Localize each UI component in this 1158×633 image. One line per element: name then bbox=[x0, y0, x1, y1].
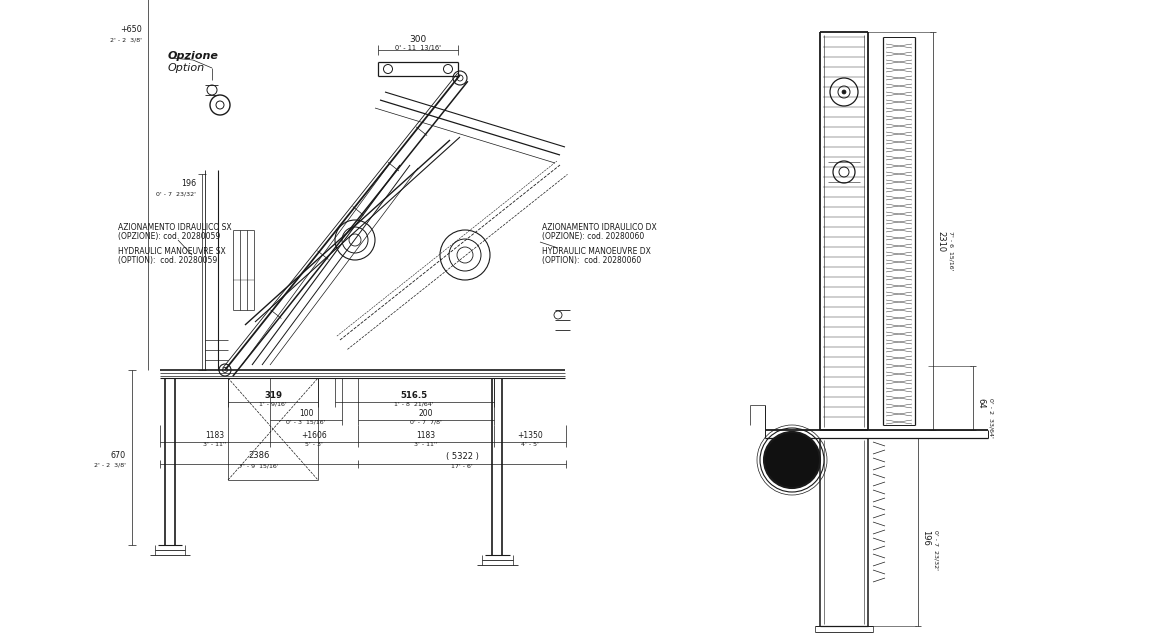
Text: 1' - 8  21/64': 1' - 8 21/64' bbox=[394, 401, 434, 406]
Text: 200: 200 bbox=[419, 408, 433, 418]
Text: 1' - 9/16': 1' - 9/16' bbox=[259, 401, 287, 406]
Text: 670: 670 bbox=[111, 451, 126, 460]
Text: 196: 196 bbox=[181, 180, 196, 189]
Text: (OPZIONE): cod. 20280060: (OPZIONE): cod. 20280060 bbox=[542, 232, 644, 242]
Text: 300: 300 bbox=[410, 35, 426, 44]
Text: 196: 196 bbox=[922, 530, 931, 546]
Text: +650: +650 bbox=[120, 25, 142, 35]
Text: 1183: 1183 bbox=[417, 430, 435, 439]
Text: 100: 100 bbox=[299, 408, 314, 418]
Text: 0' - 7  23/32': 0' - 7 23/32' bbox=[933, 530, 938, 570]
Text: 516.5: 516.5 bbox=[401, 391, 427, 399]
Text: 319: 319 bbox=[264, 391, 283, 399]
Text: 2' - 2  3/8': 2' - 2 3/8' bbox=[110, 37, 142, 42]
Text: 7' - 6  15/16': 7' - 6 15/16' bbox=[948, 231, 953, 270]
Text: 2386: 2386 bbox=[248, 451, 270, 460]
Text: 0' - 3  15/16': 0' - 3 15/16' bbox=[286, 420, 325, 425]
Circle shape bbox=[764, 432, 820, 488]
Text: 0' - 7  23/32': 0' - 7 23/32' bbox=[156, 192, 196, 196]
Circle shape bbox=[842, 90, 846, 94]
Text: HYDRAULIC MANOEUVRE SX: HYDRAULIC MANOEUVRE SX bbox=[118, 246, 226, 256]
Text: 3' - 11'': 3' - 11'' bbox=[415, 441, 438, 446]
Text: +1350: +1350 bbox=[518, 430, 543, 439]
Text: 1183: 1183 bbox=[205, 430, 225, 439]
Text: (OPTION):  cod. 20280059: (OPTION): cod. 20280059 bbox=[118, 256, 218, 265]
Text: 2' - 2  3/8': 2' - 2 3/8' bbox=[94, 463, 126, 468]
Text: 4' - 5': 4' - 5' bbox=[521, 441, 538, 446]
Text: (OPZIONE): cod. 20280059: (OPZIONE): cod. 20280059 bbox=[118, 232, 220, 242]
Text: 3' - 11'': 3' - 11'' bbox=[203, 441, 227, 446]
Text: +1606: +1606 bbox=[301, 430, 327, 439]
Text: 0' - 11  13/16': 0' - 11 13/16' bbox=[395, 45, 441, 51]
Text: AZIONAMENTO IDRAULICO SX: AZIONAMENTO IDRAULICO SX bbox=[118, 223, 232, 232]
Text: (OPTION):  cod. 20280060: (OPTION): cod. 20280060 bbox=[542, 256, 642, 265]
Text: 17' - 6': 17' - 6' bbox=[452, 463, 472, 468]
Text: 7' - 9  15/16': 7' - 9 15/16' bbox=[240, 463, 279, 468]
Text: 0' - 7  7/8': 0' - 7 7/8' bbox=[410, 420, 442, 425]
Text: Option: Option bbox=[168, 63, 205, 73]
Text: 2310: 2310 bbox=[937, 231, 945, 252]
Text: HYDRAULIC MANOEUVRE DX: HYDRAULIC MANOEUVRE DX bbox=[542, 246, 651, 256]
Text: 5' - 3': 5' - 3' bbox=[305, 441, 323, 446]
Text: ( 5322 ): ( 5322 ) bbox=[446, 451, 478, 460]
Text: 0' - 2  33/64': 0' - 2 33/64' bbox=[989, 398, 994, 438]
Text: 64: 64 bbox=[976, 398, 985, 409]
Text: AZIONAMENTO IDRAULICO DX: AZIONAMENTO IDRAULICO DX bbox=[542, 223, 657, 232]
Text: Opzione: Opzione bbox=[168, 51, 219, 61]
